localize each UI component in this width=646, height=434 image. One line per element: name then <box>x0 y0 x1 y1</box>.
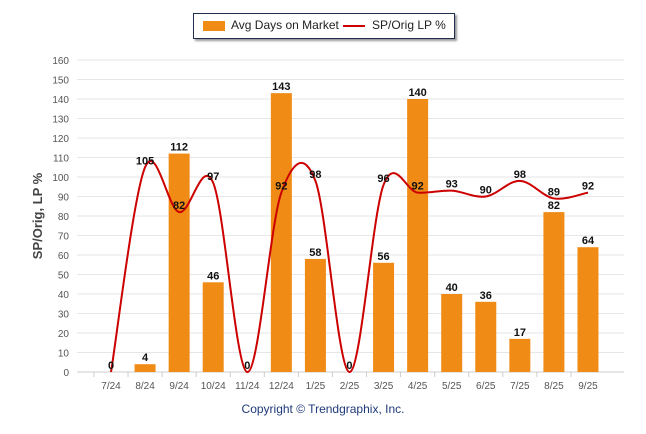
y-axis-title: SP/Orig, LP % <box>30 172 45 259</box>
bar <box>270 93 292 373</box>
line-data-label: 98 <box>309 169 321 181</box>
y-tick-label: 0 <box>63 368 69 379</box>
y-tick-label: 50 <box>58 271 70 282</box>
bar-data-label: 140 <box>408 87 426 99</box>
line-data-label: 98 <box>514 169 526 181</box>
legend-bar-label: Avg Days on Market <box>231 18 339 32</box>
y-tick-label: 80 <box>58 212 70 223</box>
bar <box>134 364 156 372</box>
line-data-label: 92 <box>582 181 594 193</box>
line-data-label: 82 <box>173 200 185 212</box>
x-tick-label: 3/25 <box>374 381 394 392</box>
y-tick-label: 10 <box>58 349 70 360</box>
x-tick-label: 8/24 <box>135 381 155 392</box>
y-tick-label: 70 <box>58 232 70 243</box>
y-tick-label: 60 <box>58 251 70 262</box>
x-tick-label: 11/24 <box>235 381 260 392</box>
bar-data-label: 82 <box>548 200 560 212</box>
bar <box>441 294 463 372</box>
bar-data-label: 64 <box>582 235 595 247</box>
y-tick-label: 100 <box>52 173 69 184</box>
bar <box>168 153 190 372</box>
bar-data-label: 40 <box>446 282 458 294</box>
bar-data-label: 36 <box>480 290 492 302</box>
x-tick-label: 6/25 <box>476 381 496 392</box>
copyright: Copyright © Trendgraphix, Inc. <box>241 402 405 416</box>
line-data-label: 92 <box>275 181 287 193</box>
bar-data-label: 112 <box>170 142 188 154</box>
y-tick-label: 140 <box>52 95 69 106</box>
legend-bar-swatch <box>203 21 225 31</box>
x-tick-label: 7/24 <box>101 381 121 392</box>
y-tick-label: 110 <box>53 154 69 165</box>
x-tick-label: 2/25 <box>340 381 360 392</box>
line-data-label: 93 <box>446 179 458 191</box>
line-data-label: 105 <box>136 155 154 167</box>
y-tick-label: 160 <box>52 56 69 67</box>
x-tick-label: 1/25 <box>306 381 326 392</box>
x-tick-label: 9/24 <box>169 381 189 392</box>
legend-line-swatch <box>343 25 365 27</box>
x-tick-label: 10/24 <box>201 381 226 392</box>
x-tick-label: 7/25 <box>510 381 530 392</box>
line-data-label: 89 <box>548 186 560 198</box>
bar <box>577 247 599 372</box>
x-tick-label: 12/24 <box>269 381 294 392</box>
bar <box>407 99 429 372</box>
bar-data-label: 4 <box>142 352 149 364</box>
bar-data-label: 58 <box>309 247 321 259</box>
bar-data-label: 56 <box>377 251 389 263</box>
y-tick-label: 20 <box>58 329 70 340</box>
bar <box>373 262 395 372</box>
bar <box>202 282 224 372</box>
x-tick-label: 5/25 <box>442 381 462 392</box>
line-data-label: 97 <box>207 171 219 183</box>
legend: Avg Days on Market SP/Orig LP % <box>193 13 455 39</box>
bar-data-label: 17 <box>514 327 526 339</box>
bar <box>509 338 531 372</box>
bar <box>304 258 326 372</box>
x-tick-label: 9/25 <box>578 381 598 392</box>
line-data-label: 90 <box>480 185 492 197</box>
y-tick-label: 90 <box>58 193 70 204</box>
bar-data-label: 46 <box>207 270 219 282</box>
bar-data-label: 0 <box>108 360 114 372</box>
bar-data-label: 0 <box>346 360 352 372</box>
bar <box>475 301 497 372</box>
bar-data-label: 0 <box>244 360 250 372</box>
bar-data-label: 143 <box>272 81 290 93</box>
y-tick-label: 130 <box>52 115 69 126</box>
legend-line-label: SP/Orig LP % <box>372 18 446 32</box>
x-tick-label: 4/25 <box>408 381 428 392</box>
y-tick-label: 30 <box>58 310 70 321</box>
y-tick-label: 120 <box>52 134 69 145</box>
sp-orig-lp-line <box>110 160 589 374</box>
line-data-label: 92 <box>412 181 424 193</box>
x-tick-label: 8/25 <box>544 381 564 392</box>
y-tick-label: 40 <box>58 290 70 301</box>
y-tick-label: 150 <box>52 76 69 87</box>
bar <box>543 212 565 372</box>
line-data-label: 96 <box>377 173 389 185</box>
